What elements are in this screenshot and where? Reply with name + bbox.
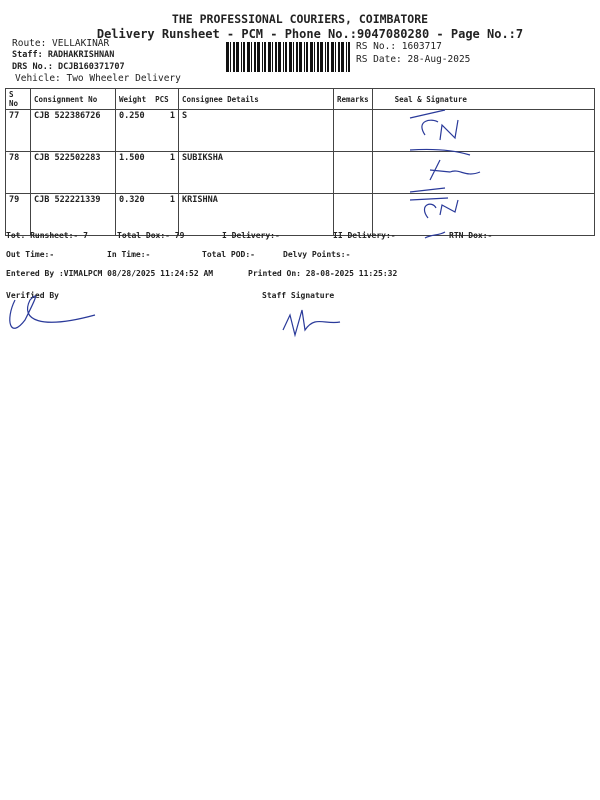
runsheet-subtitle: Delivery Runsheet - PCM - Phone No.:9047…: [96, 27, 524, 41]
staff-signature: [282, 309, 341, 338]
in-time: In Time:-: [107, 250, 151, 259]
barcode-bar: [254, 42, 256, 72]
staff: Staff: RADHAKRISHNAN: [12, 50, 115, 60]
remarks: [333, 109, 373, 152]
barcode-bar: [327, 42, 329, 72]
barcode-bar: [283, 42, 284, 72]
seal-signature: [371, 109, 596, 152]
delvy-points: Delvy Points:-: [283, 250, 351, 259]
barcode-bar: [272, 42, 273, 72]
barcode-bar: [262, 42, 263, 72]
barcode-bar: [236, 42, 239, 72]
barcode-bar: [299, 42, 302, 72]
rs-no: RS No.: 1603717: [356, 41, 442, 52]
drs-no: DRS No.: DCJB160371707: [12, 62, 125, 72]
runsheet-table: S No Consignment No Weight PCS Consignee…: [5, 88, 596, 236]
consignee: SUBIKSHA: [178, 151, 334, 194]
consignee: S: [178, 109, 334, 152]
remarks: [333, 151, 373, 194]
entered-by: Entered By :VIMALPCM 08/28/2025 11:24:52…: [6, 269, 214, 278]
barcode-bar: [314, 42, 315, 72]
barcode-bar: [268, 42, 271, 72]
barcode-bar: [264, 42, 266, 72]
ii-delivery: II Delivery:-: [333, 231, 396, 240]
vehicle: Vehicle: Two Wheeler Delivery: [15, 73, 181, 84]
weight-pcs: 1.500 1: [115, 151, 179, 194]
rtn-dox: RTN Dox:-: [449, 231, 493, 240]
consignee: KRISHNA: [178, 193, 334, 236]
remarks: [333, 193, 373, 236]
barcode-bar: [278, 42, 281, 72]
table-row: 78 CJB 522502283 1.500 1 SUBIKSHA: [5, 151, 596, 194]
barcode-bar: [306, 42, 308, 72]
barcode-bar: [341, 42, 344, 72]
barcode-bar: [275, 42, 277, 72]
barcode-bar: [293, 42, 294, 72]
sno: 79: [5, 193, 31, 236]
barcode-bar: [285, 42, 287, 72]
barcode-bar: [320, 42, 323, 72]
barcode-bar: [296, 42, 298, 72]
barcode-bar: [331, 42, 334, 72]
rtn-tick: [424, 231, 446, 239]
barcode-bar: [257, 42, 260, 72]
barcode-bar: [233, 42, 235, 72]
barcode-bar: [289, 42, 292, 72]
table-row: 77 CJB 522386726 0.250 1 S: [5, 109, 596, 152]
barcode-bar: [247, 42, 250, 72]
barcode-bar: [243, 42, 245, 72]
company-title: THE PROFESSIONAL COURIERS, COIMBATORE: [171, 12, 429, 26]
seal-signature: [371, 193, 596, 236]
signature-row-3: [409, 187, 459, 219]
staff-signature-label: Staff Signature: [262, 291, 335, 300]
printed-on: Printed On: 28-08-2025 11:25:32: [248, 269, 398, 278]
table-row: 79 CJB 522221339 0.320 1 KRISHNA: [5, 193, 596, 236]
i-delivery: I Delivery:-: [222, 231, 280, 240]
rs-date: RS Date: 28-Aug-2025: [356, 54, 471, 65]
barcode-bar: [304, 42, 305, 72]
barcode-bar: [325, 42, 326, 72]
consignment-no: CJB 522386726: [30, 109, 116, 152]
barcode-bar: [335, 42, 336, 72]
barcode-bar: [310, 42, 313, 72]
consignment-no: CJB 522221339: [30, 193, 116, 236]
route: Route: VELLAKINAR: [12, 38, 110, 49]
barcode-bar: [230, 42, 231, 72]
signature-row-2: [409, 148, 481, 181]
barcode-bar: [346, 42, 347, 72]
weight-pcs: 0.250 1: [115, 109, 179, 152]
out-time: Out Time:-: [6, 250, 55, 259]
verified-signature: [9, 295, 96, 329]
verified-by: Verified By: [6, 291, 59, 300]
barcode-bar: [348, 42, 350, 72]
barcode-bar: [338, 42, 340, 72]
tot-runsheet: Tot. Runsheet:- 7: [6, 231, 88, 240]
barcode-bar: [226, 42, 229, 72]
total-pod: Total POD:-: [202, 250, 255, 259]
signature-row-1: [409, 109, 459, 141]
barcode-bar: [317, 42, 319, 72]
total-dox: Total Dox:- 79: [117, 231, 185, 240]
barcode: [226, 42, 350, 72]
barcode-bar: [241, 42, 242, 72]
barcode-bar: [251, 42, 252, 72]
